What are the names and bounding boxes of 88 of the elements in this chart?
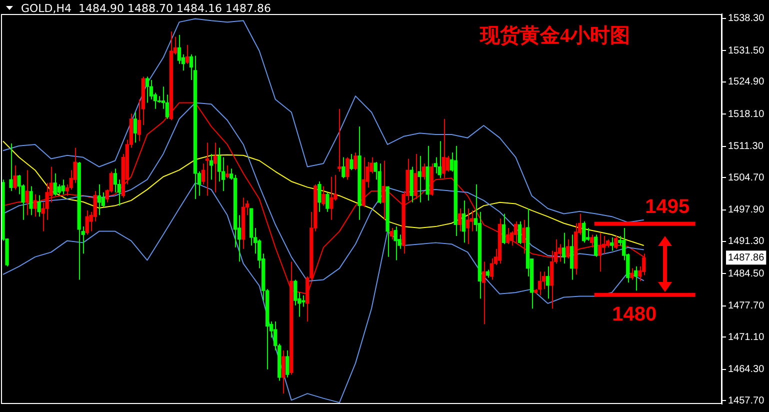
candlestick (570, 234, 574, 280)
candlestick (442, 118, 446, 179)
candlestick (446, 155, 450, 172)
candlestick (37, 194, 41, 218)
candlestick (538, 271, 542, 296)
y-tick-label: 1471.10 (728, 332, 765, 343)
candlestick (562, 232, 566, 264)
text: 1487.86 (728, 252, 765, 264)
candlestick (506, 227, 510, 245)
candlestick (213, 142, 218, 193)
chart-subtitle: GOLD,H4 1484.90 1488.70 1484.16 1487.86 (20, 2, 272, 15)
candlestick (522, 219, 526, 254)
ref-line-label: 1480 (612, 303, 657, 326)
y-tick-label: 1524.90 (728, 76, 765, 88)
candlestick (438, 140, 442, 179)
candlestick (482, 261, 486, 325)
candlestick (422, 162, 426, 180)
candlestick (342, 156, 346, 179)
ref-line-label: 1495 (645, 196, 690, 218)
candlestick (634, 266, 638, 292)
candlestick (462, 200, 466, 244)
candlestick (354, 152, 358, 171)
candlestick (177, 34, 182, 64)
candlestick (586, 227, 590, 242)
candlestick (394, 226, 398, 261)
candlestick (318, 180, 322, 212)
candlestick (518, 220, 522, 245)
candlestick (201, 162, 206, 185)
text: 现货黄金4小时图 (480, 24, 630, 49)
candlestick (9, 143, 13, 192)
candlestick (350, 153, 354, 171)
candlestick (205, 142, 210, 196)
candlestick (434, 156, 438, 174)
candlestick (85, 210, 89, 236)
candlestick (13, 164, 17, 190)
candlestick (466, 208, 470, 245)
candlestick (418, 155, 422, 203)
candlestick (582, 220, 586, 244)
candlestick (414, 153, 418, 200)
candlestick (133, 112, 138, 144)
candlestick (558, 244, 562, 262)
candlestick (145, 76, 150, 104)
y-tick-label: 1484.50 (728, 268, 765, 280)
candlestick (294, 279, 298, 306)
y-tick-label: 1477.70 (728, 300, 765, 312)
candlestick (185, 44, 190, 64)
candlestick (338, 108, 342, 172)
candlestick (502, 213, 506, 245)
candlestick (566, 238, 570, 259)
candlestick (57, 184, 61, 195)
y-tick-label: 1464.30 (728, 364, 765, 376)
candlestick (25, 170, 29, 216)
candlestick (598, 232, 602, 272)
candlestick (326, 192, 330, 212)
candlestick (458, 208, 462, 232)
candlestick (514, 220, 518, 244)
candlestick (330, 176, 334, 220)
candlestick (61, 179, 65, 195)
y-tick-label: 1504.70 (728, 172, 765, 184)
candlestick (33, 194, 37, 218)
y-tick-label: 1457.70 (728, 395, 765, 406)
candlestick (382, 160, 386, 220)
y-tick-label: 1491.30 (728, 236, 765, 248)
candlestick (113, 168, 117, 193)
candlestick (630, 268, 634, 280)
candlestick (53, 172, 57, 196)
candlestick (614, 236, 618, 250)
y-tick-label: 1511.30 (728, 141, 764, 152)
candlestick (610, 236, 614, 252)
y-tick-label: 1497.90 (728, 204, 765, 216)
candlestick (546, 266, 550, 300)
candlestick (29, 186, 33, 216)
candlestick (590, 234, 594, 248)
candlestick (594, 234, 598, 258)
y-tick-label: 1518.10 (728, 108, 765, 120)
candlestick (490, 258, 494, 280)
candlestick (322, 186, 326, 206)
y-tick-label: 1538.30 (728, 13, 765, 24)
candlestick (217, 147, 222, 182)
candlestick (282, 350, 286, 394)
candlestick (390, 227, 394, 240)
candlestick (149, 79, 154, 100)
y-tick-label: 1531.50 (728, 45, 765, 56)
candlestick (97, 184, 101, 216)
candlestick (302, 294, 306, 308)
candlestick (346, 156, 350, 180)
candlestick (286, 350, 290, 378)
candlestick (225, 164, 230, 179)
